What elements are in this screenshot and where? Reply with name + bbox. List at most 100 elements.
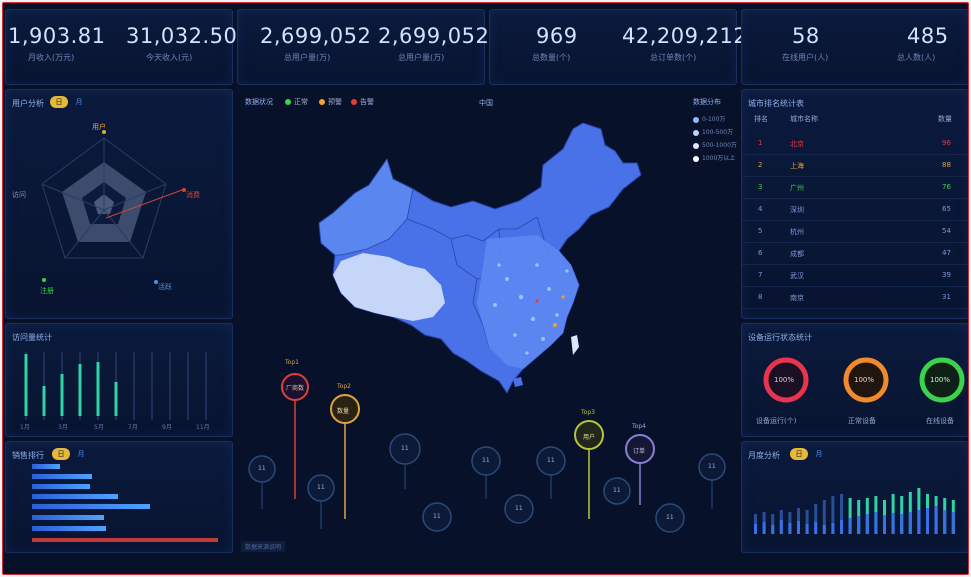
- pin-tag: Top3: [581, 409, 595, 416]
- stat-label: 总用户量(万): [398, 53, 445, 62]
- toggle-month[interactable]: 月: [815, 450, 823, 458]
- pin-label[interactable]: 厂商数: [286, 385, 305, 392]
- dist-bar: [883, 515, 886, 534]
- rank-header: 排名: [754, 115, 768, 123]
- bubble-value[interactable]: 11: [708, 463, 716, 470]
- rank-value: 96: [942, 139, 951, 147]
- map-center-label: 中国: [479, 99, 493, 107]
- radar-axis-label: 消费: [186, 191, 200, 199]
- toggle-day[interactable]: 日: [50, 96, 68, 108]
- panel-title: 月度分析: [748, 451, 780, 460]
- table-row[interactable]: 1 北京 96: [742, 132, 968, 155]
- dist-bar: [805, 510, 809, 534]
- pin-tag: Top2: [337, 383, 351, 390]
- table-row[interactable]: 7 武汉 39: [742, 264, 968, 287]
- ring-label: 在线设备: [926, 417, 954, 425]
- ring-percent: 100%: [930, 376, 951, 384]
- bubble-value[interactable]: 11: [433, 513, 441, 520]
- bubble-value[interactable]: 11: [401, 445, 409, 452]
- rank-value: 88: [942, 161, 951, 169]
- bubble-value[interactable]: 11: [258, 465, 266, 472]
- bubble-value[interactable]: 11: [547, 457, 555, 464]
- panel-title: 设备运行状态统计: [748, 333, 812, 342]
- toggle-month[interactable]: 月: [77, 450, 85, 458]
- table-row[interactable]: 5 杭州 54: [742, 220, 968, 243]
- rank-number: 5: [758, 227, 763, 235]
- dist-bar: [797, 521, 800, 534]
- stat-value: 31,032.50: [126, 24, 238, 48]
- bubble-value[interactable]: 11: [482, 457, 490, 464]
- right-legend-item: 100-500万: [693, 126, 737, 139]
- toggle-day[interactable]: 日: [52, 448, 70, 460]
- legend-dot: [351, 99, 357, 105]
- table-row[interactable]: 8 南京 31: [742, 286, 968, 309]
- dist-bar: [788, 523, 792, 534]
- pin-label[interactable]: 订单: [633, 448, 646, 455]
- bar-tick: 1月: [20, 424, 30, 431]
- toggle-month[interactable]: 月: [75, 98, 83, 106]
- panel-title: 访问量统计: [12, 333, 52, 342]
- table-row[interactable]: 2 上海 88: [742, 154, 968, 177]
- rank-city: 南京: [790, 294, 804, 302]
- table-row[interactable]: 4 深圳 65: [742, 198, 968, 221]
- map-area: 数据状况 正常 预警 告警 中国 数据分布 0-100万 100-500万 50…: [237, 89, 739, 553]
- dist-chart: [754, 488, 955, 534]
- rank-number: 6: [758, 249, 763, 257]
- ring-percent: 100%: [774, 376, 795, 384]
- rank-value: 54: [942, 227, 951, 235]
- stat-panel-3: 969 总数量(个) 42,209,212 总订单数(个): [489, 9, 747, 85]
- dist-bar: [840, 494, 843, 534]
- stat-value: 485: [907, 24, 949, 48]
- bubble-value[interactable]: 11: [666, 514, 674, 521]
- legend-dot: [319, 99, 325, 105]
- rank-value: 47: [942, 249, 951, 257]
- rank-city: 杭州: [790, 228, 804, 236]
- dist-bar: [805, 524, 809, 534]
- panel-title: 城市排名统计表: [748, 99, 804, 108]
- toggle-day[interactable]: 日: [790, 448, 808, 460]
- rank-number: 4: [758, 205, 763, 213]
- ring-label: 正常设备: [848, 417, 876, 425]
- stat-label: 总人数(人): [897, 53, 936, 62]
- rank-value: 65: [942, 205, 951, 213]
- radar-axis-label: 活跃: [158, 283, 172, 291]
- dist-bar: [814, 504, 818, 534]
- right-legend-item: 1000万以上: [693, 152, 737, 165]
- pin-label[interactable]: 用户: [583, 434, 596, 441]
- dist-bar: [840, 520, 843, 534]
- panel-title: 销售排行: [12, 451, 44, 460]
- stat-value: 969: [536, 24, 578, 48]
- dist-bar: [771, 525, 775, 534]
- dist-bar: [865, 514, 869, 534]
- panel-title: 用户分析: [12, 99, 44, 108]
- dist-bar: [848, 518, 852, 534]
- table-row[interactable]: 3 广州 76: [742, 176, 968, 199]
- right-legend-item: 500-1000万: [693, 139, 737, 152]
- bubble-value[interactable]: 11: [317, 484, 325, 491]
- stat-panel-1: 1,903.81 月收入(万元) 31,032.50 今天收入(元): [5, 9, 237, 85]
- pin-label[interactable]: 数量: [337, 408, 350, 415]
- bubble-value[interactable]: 11: [613, 487, 621, 494]
- legend-dot: [285, 99, 291, 105]
- right-legend-title: 数据分布: [693, 98, 721, 106]
- rank-city: 武汉: [790, 272, 804, 280]
- map-legend-item: 正常: [285, 97, 308, 107]
- bubble-value[interactable]: 11: [515, 505, 523, 512]
- rank-number: 7: [758, 271, 763, 279]
- stat-label: 总数量(个): [532, 53, 571, 62]
- ring-label: 设备运行(个): [756, 417, 797, 425]
- rank-number: 8: [758, 293, 763, 301]
- dist-bar: [874, 512, 878, 534]
- right-legend: 0-100万 100-500万 500-1000万 1000万以上: [693, 113, 737, 165]
- stat-label: 总用户量(万): [284, 53, 331, 62]
- stat-label: 月收入(万元): [28, 53, 75, 62]
- dist-bar: [908, 512, 912, 534]
- dist-bar: [934, 506, 938, 534]
- table-row[interactable]: 6 成都 47: [742, 242, 968, 265]
- stat-value: 2,699,052: [378, 24, 490, 48]
- stat-value: 1,903.81: [8, 24, 106, 48]
- stat-label: 今天收入(元): [146, 53, 193, 62]
- dist-bar: [771, 514, 775, 534]
- radar-axis-label: 注册: [40, 287, 54, 295]
- rank-city: 北京: [790, 140, 804, 148]
